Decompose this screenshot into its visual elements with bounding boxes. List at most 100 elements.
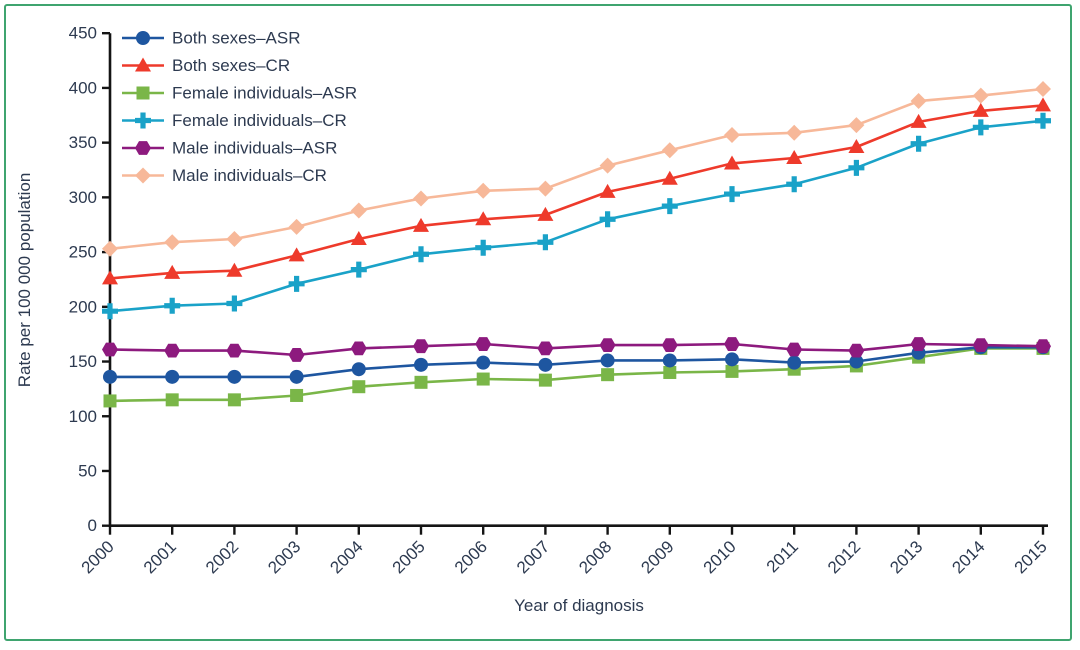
marker-plus <box>537 234 554 251</box>
marker-circle <box>103 369 117 384</box>
y-axis-title: Rate per 100 000 population <box>15 173 34 388</box>
marker-triangle <box>288 247 305 262</box>
series-both_cr <box>102 97 1051 285</box>
marker-plus <box>786 176 803 193</box>
marker-diamond <box>164 234 181 251</box>
marker-square <box>725 364 739 378</box>
x-axis-tick-label: 2008 <box>575 537 615 577</box>
legend-label: Both sexes–ASR <box>172 29 301 48</box>
y-axis-tick-label: 100 <box>69 407 97 426</box>
marker-hexagon <box>848 343 865 358</box>
y-axis-tick-label: 300 <box>69 188 97 207</box>
x-axis-title: Year of diagnosis <box>514 596 644 615</box>
x-axis-tick-label: 2013 <box>886 537 926 577</box>
marker-triangle <box>350 230 367 245</box>
legend-item-female_cr: Female individuals–CR <box>122 111 347 130</box>
x-axis-tick-label: 2004 <box>326 537 366 577</box>
series-male_cr <box>102 81 1051 257</box>
y-axis: 0 50 100 150 200 250 300 350 400 450 <box>69 24 110 535</box>
marker-diamond <box>135 167 151 184</box>
legend-label: Female individuals–ASR <box>172 84 357 103</box>
x-axis-tick-label: 2001 <box>140 537 180 577</box>
marker-circle <box>849 354 864 369</box>
series-female_cr <box>102 112 1051 320</box>
marker-hexagon <box>164 343 181 358</box>
marker-plus <box>413 246 429 263</box>
marker-square <box>352 380 366 394</box>
marker-plus <box>288 275 305 292</box>
marker-plus <box>599 211 616 228</box>
x-axis-tick-label: 2003 <box>264 537 304 577</box>
marker-hexagon <box>724 337 740 351</box>
series-line <box>109 104 1044 280</box>
marker-triangle <box>537 206 554 221</box>
marker-plus <box>350 261 367 278</box>
series-line <box>109 342 1044 357</box>
marker-hexagon <box>537 341 554 356</box>
x-axis-tick-label: 2012 <box>824 537 864 577</box>
marker-diamond <box>972 87 989 104</box>
marker-diamond <box>724 126 740 143</box>
y-axis-tick-label: 200 <box>69 297 97 316</box>
marker-diamond <box>661 142 678 159</box>
legend-item-male_asr: Male individuals–ASR <box>122 139 337 158</box>
marker-triangle <box>724 155 740 170</box>
marker-plus <box>164 297 181 314</box>
marker-square <box>103 394 117 408</box>
marker-hexagon <box>661 338 678 352</box>
x-axis-tick-label: 2005 <box>389 537 429 577</box>
marker-square <box>227 393 241 407</box>
marker-hexagon <box>288 348 305 362</box>
marker-circle <box>476 355 491 370</box>
x-axis-tick-label: 2007 <box>513 537 553 577</box>
marker-plus <box>1035 112 1051 129</box>
marker-triangle <box>910 113 927 128</box>
marker-square <box>165 393 179 407</box>
marker-circle <box>414 357 428 372</box>
marker-plus <box>910 135 927 152</box>
marker-diamond <box>848 117 865 134</box>
series-line <box>110 345 1043 379</box>
y-axis-tick-label: 250 <box>69 243 97 262</box>
marker-square <box>601 368 615 382</box>
marker-diamond <box>102 240 118 257</box>
marker-diamond <box>537 180 554 197</box>
marker-diamond <box>786 124 803 141</box>
marker-circle <box>289 369 304 384</box>
marker-circle <box>351 362 366 377</box>
marker-triangle <box>786 149 803 164</box>
marker-hexagon <box>1035 339 1051 354</box>
marker-square <box>290 388 304 402</box>
marker-triangle <box>102 270 118 285</box>
y-axis-tick-label: 450 <box>69 24 97 43</box>
marker-plus <box>972 119 989 136</box>
x-axis-tick-label: 2009 <box>637 537 677 577</box>
series-line <box>109 87 1044 251</box>
legend-label: Male individuals–ASR <box>172 139 337 158</box>
marker-triangle <box>661 170 678 185</box>
legend-label: Female individuals–CR <box>172 111 347 130</box>
x-axis-tick-label: 2006 <box>451 537 491 577</box>
marker-triangle <box>848 139 865 154</box>
legend-label: Both sexes–CR <box>172 56 290 75</box>
marker-circle <box>662 353 677 368</box>
marker-square <box>476 372 490 386</box>
marker-plus <box>475 239 492 256</box>
marker-plus <box>848 159 865 176</box>
x-axis-tick-label: 2011 <box>763 537 802 576</box>
marker-hexagon <box>350 341 367 356</box>
marker-square <box>538 373 552 387</box>
marker-circle <box>600 353 615 368</box>
marker-diamond <box>288 218 305 235</box>
marker-circle <box>538 357 553 372</box>
legend-label: Male individuals–CR <box>172 166 327 185</box>
marker-diamond <box>475 182 492 199</box>
y-axis-tick-label: 150 <box>69 352 97 371</box>
series-male_asr <box>102 337 1051 362</box>
marker-plus <box>102 303 118 320</box>
marker-triangle <box>135 57 151 72</box>
marker-hexagon <box>413 339 429 354</box>
marker-square <box>414 375 428 389</box>
x-axis-tick-label: 2000 <box>78 537 118 577</box>
